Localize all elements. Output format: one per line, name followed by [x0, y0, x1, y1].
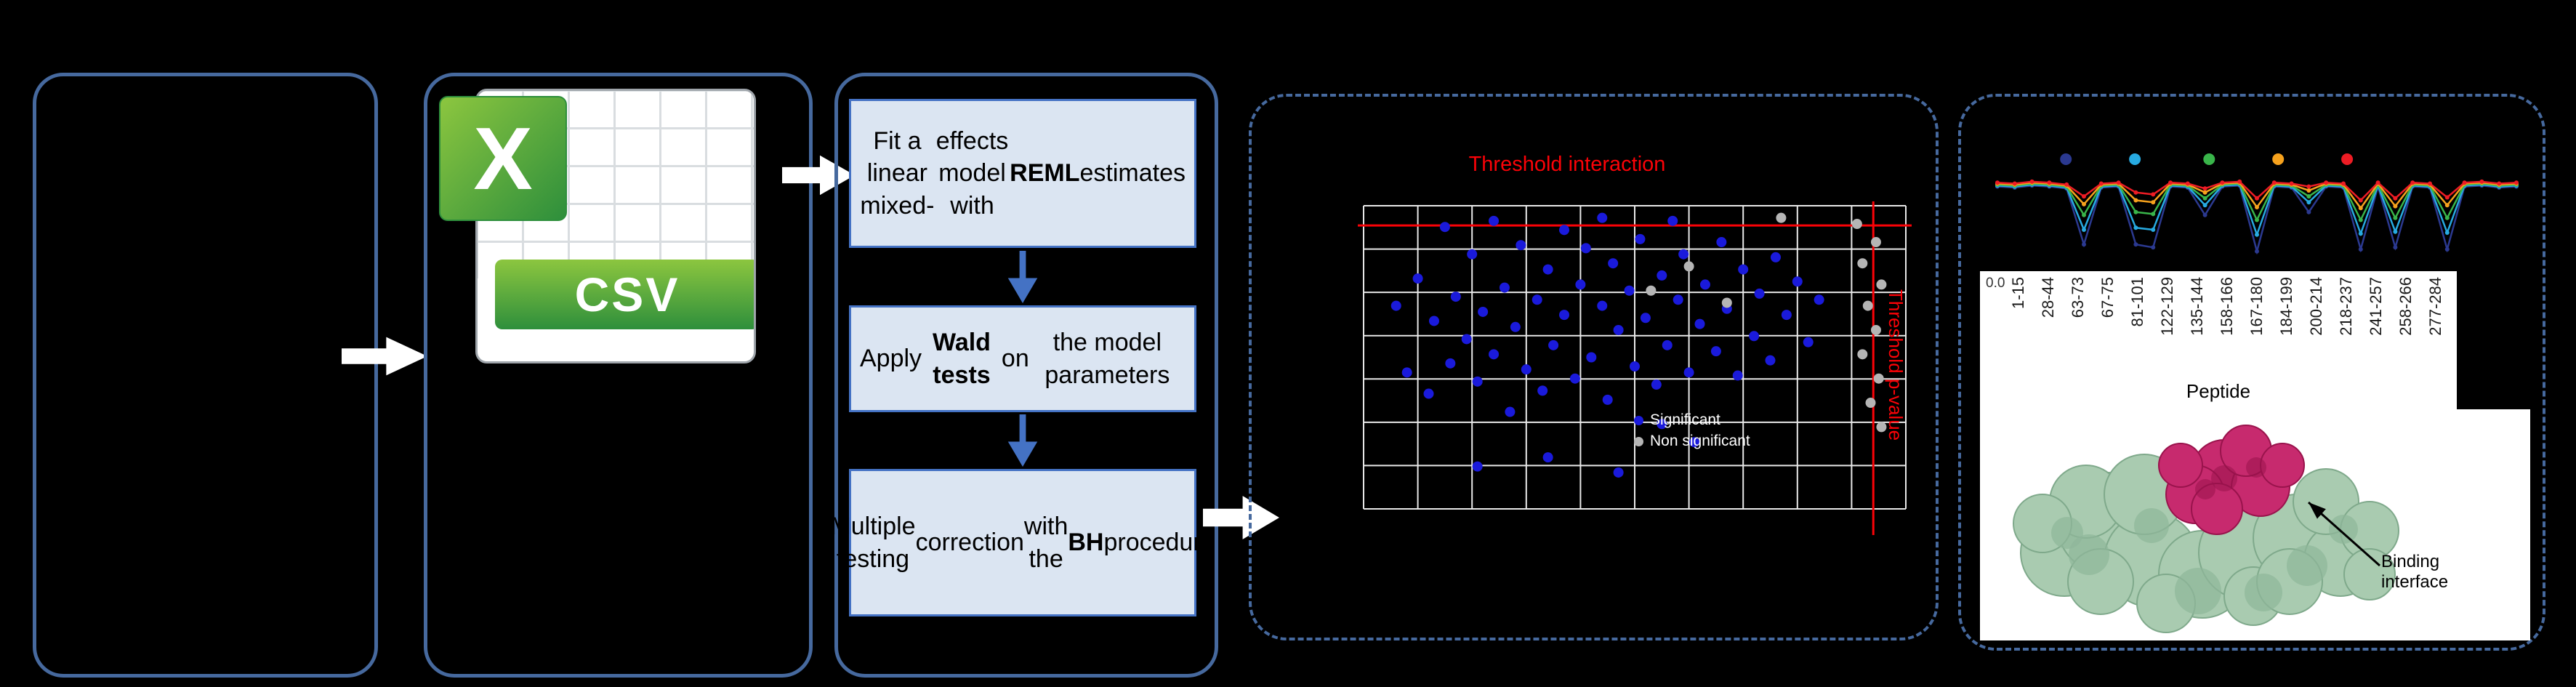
- step-box-bh: Multiple testing correction with the BH pr…: [830, 469, 1215, 616]
- scatter-right-label: Threshold p-value: [1885, 289, 1907, 441]
- significant-points: [1390, 212, 1824, 478]
- binding-interface-label: Binding interface: [2381, 552, 2449, 592]
- excel-x-logo-icon: X: [439, 96, 567, 221]
- scatter-legend-item: Significant: [1634, 411, 1750, 429]
- peptide-tick-label: 167-180: [2247, 277, 2266, 336]
- peptide-tick-label: 241-257: [2367, 277, 2385, 336]
- peptide-tick-label: 277-284: [2426, 277, 2444, 336]
- protein-structure: [2013, 425, 2399, 633]
- peptide-tick-label: 258-266: [2396, 277, 2415, 336]
- excel-x-letter: X: [473, 109, 533, 208]
- legend-dot-icon: [1634, 436, 1643, 446]
- peptide-tick-label: 135-144: [2188, 277, 2206, 336]
- scatter-legend-item: Non significant: [1634, 433, 1750, 450]
- threshold-lines: [1358, 201, 1912, 535]
- csv-panel: [424, 73, 813, 678]
- peptide-tick-label: 200-214: [2307, 277, 2325, 336]
- binding-interface-region: [2158, 425, 2305, 535]
- csv-banner-label: CSV: [574, 268, 680, 321]
- peptide-tick-label: 28-44: [2039, 277, 2057, 318]
- scatter-legend: Significant Non significant: [1634, 411, 1750, 450]
- structure-box: Binding interface: [1980, 409, 2530, 640]
- legend-label: Non significant: [1650, 433, 1750, 449]
- peptide-tick-label: 81-101: [2128, 277, 2146, 327]
- input-panel: [33, 73, 378, 678]
- legend-dot-icon: [1634, 415, 1643, 425]
- grid-lines: [1363, 205, 1907, 510]
- timepoint-legend-dots: [2060, 153, 2354, 165]
- nonsignificant-points: [1646, 212, 1887, 433]
- peptide-tick-label: 158-166: [2218, 277, 2236, 336]
- peptide-tick-label: 184-199: [2277, 277, 2295, 336]
- peptide-axis-box: 0.0 1-15 28-44 63-73 67-75 81-101 122-129 135-…: [1980, 271, 2457, 409]
- legend-label: Significant: [1650, 411, 1720, 428]
- output-panel: [1958, 94, 2545, 651]
- stats-panel: [834, 73, 1218, 678]
- peptide-tick-label: 1-15: [2009, 277, 2027, 310]
- peptide-tick-label: 63-73: [2069, 277, 2087, 318]
- binding-interface-arrow-icon: [2308, 501, 2380, 567]
- step-box-reml: Fit a linear mixed-effects model with REM…: [849, 99, 1196, 248]
- scatter-title: Threshold interaction: [1468, 153, 1666, 176]
- peptide-tick-label: 218-237: [2337, 277, 2355, 336]
- peptide-tick-label: 67-75: [2098, 277, 2117, 318]
- scatter-plot: [1358, 201, 1912, 535]
- peptide-axis-title: Peptide: [2186, 380, 2251, 402]
- csv-banner: CSV: [495, 260, 754, 329]
- peptide-tick-label: 122-129: [2158, 277, 2176, 336]
- step-box-wald: Apply Wald tests on the model parameters: [849, 305, 1196, 412]
- y-axis-tick-label: 0.0: [1986, 276, 2005, 291]
- uptake-series-4: [1995, 179, 2519, 203]
- csv-file-icon: CSV X: [439, 84, 756, 369]
- scatter-panel: [1249, 94, 1939, 640]
- uptake-plot: [1995, 153, 2519, 255]
